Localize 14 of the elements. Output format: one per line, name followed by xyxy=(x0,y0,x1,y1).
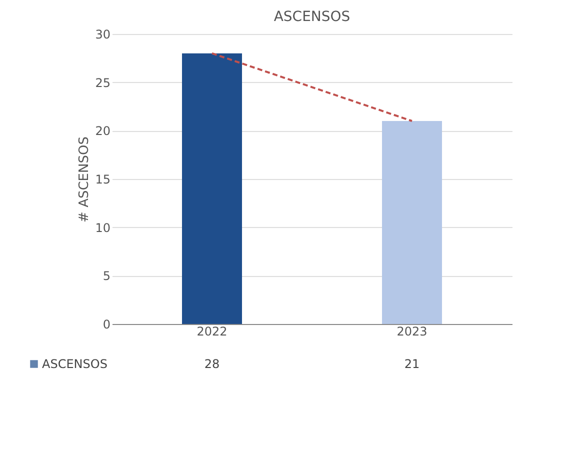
chart-title: ASCENSOS xyxy=(274,9,350,25)
y-axis-title: # ASCENSOS xyxy=(77,136,92,222)
y-tick-label: 10 xyxy=(95,220,110,235)
x-tick-label: 2023 xyxy=(396,324,428,338)
x-tick-label: 2022 xyxy=(196,324,228,338)
y-tick-label: 25 xyxy=(95,76,110,90)
y-tick-label: 0 xyxy=(102,318,110,332)
legend-label: ASCENSOS xyxy=(42,357,108,371)
y-tick-label: 20 xyxy=(95,124,110,138)
data-label: 28 xyxy=(204,357,220,371)
y-tick-label: 5 xyxy=(102,269,110,284)
data-label: 21 xyxy=(404,357,420,371)
y-tick-label: 30 xyxy=(95,28,110,42)
y-tick-label: 15 xyxy=(95,172,110,186)
